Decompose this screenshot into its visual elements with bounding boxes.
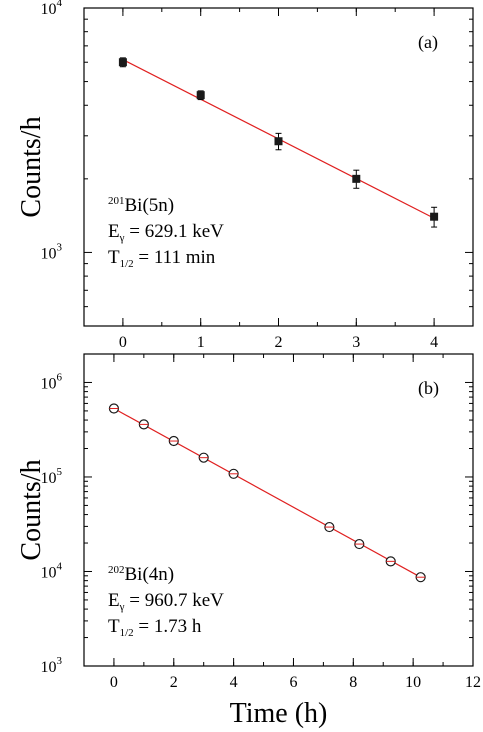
panel-a-label: (a) (418, 32, 438, 53)
x-tick-label: 12 (465, 674, 481, 691)
y-tick-exponent: 4 (57, 560, 63, 572)
panel-a-halflife: T1/2 = 111 min (108, 247, 216, 270)
panel-a-halflife-symbol: T (108, 247, 120, 268)
panel-b-annotation: 202Bi(4n) Eγ = 960.7 keV T1/2 = 1.73 h (108, 564, 224, 639)
panel-a-ticks (83, 7, 474, 327)
panel-b-y-axis-title: Counts/h (16, 459, 47, 560)
data-point (118, 58, 127, 67)
y-tick-base: 10 (41, 1, 57, 18)
panel-b-frame (83, 353, 474, 667)
y-tick-exponent: 3 (57, 655, 63, 667)
data-point (352, 174, 361, 183)
x-tick-label: 6 (289, 674, 297, 691)
x-tick-label: 2 (170, 674, 178, 691)
x-tick-label: 0 (119, 334, 127, 351)
panel-b-halflife-subscript: 1/2 (120, 627, 134, 639)
panel-a-mass-number: 201 (108, 195, 125, 207)
data-point (430, 212, 439, 221)
data-point (274, 137, 283, 146)
panel-b-halflife-symbol: T (108, 616, 120, 637)
panel-b-data-points (108, 403, 426, 583)
y-tick-base: 10 (41, 245, 57, 262)
x-tick-label: 10 (405, 674, 421, 691)
y-tick-label: 105 (41, 466, 63, 487)
panel-a-data-points (118, 57, 439, 228)
panel-b-nuclide: 202Bi(4n) (108, 564, 174, 585)
x-tick-label: 2 (275, 334, 283, 351)
x-tick-label: 8 (349, 674, 357, 691)
x-tick-label: 0 (110, 674, 118, 691)
panel-b-ticks (83, 353, 474, 667)
panel-b-energy-value: = 960.7 keV (124, 590, 224, 611)
y-tick-base: 10 (41, 659, 57, 676)
y-tick-exponent: 5 (57, 466, 63, 478)
y-tick-exponent: 4 (57, 0, 63, 9)
x-tick-label: 4 (430, 334, 438, 351)
panel-a-energy-subscript: γ (119, 232, 125, 244)
panel-a-y-axis-title: Counts/h (16, 116, 47, 217)
panel-b-halflife-value: = 1.73 h (134, 616, 202, 637)
x-tick-label: 3 (352, 334, 360, 351)
y-tick-label: 103 (41, 241, 63, 262)
x-tick-label: 4 (230, 674, 238, 691)
panel-a-energy-symbol: E (108, 221, 120, 242)
panel-a-halflife-value: = 111 min (134, 247, 216, 268)
y-tick-label: 104 (41, 560, 63, 581)
panel-a-energy: Eγ = 629.1 keV (108, 221, 224, 244)
data-point (196, 91, 205, 100)
panel-b-energy-symbol: E (108, 590, 120, 611)
y-tick-label: 104 (41, 0, 63, 18)
y-tick-base: 10 (41, 470, 57, 487)
y-tick-exponent: 3 (57, 241, 63, 253)
panel-a-annotation: 201Bi(5n) Eγ = 629.1 keV T1/2 = 111 min (108, 195, 224, 270)
panel-a-halflife-subscript: 1/2 (120, 258, 134, 270)
panel-b-halflife: T1/2 = 1.73 h (108, 616, 202, 639)
panel-a-x-tick-labels: 0 1 2 3 4 (119, 334, 438, 351)
y-tick-label: 103 (41, 655, 63, 676)
panel-b-nuclide-name: Bi(4n) (125, 564, 175, 585)
panel-b-energy: Eγ = 960.7 keV (108, 590, 224, 613)
panel-a-nuclide-name: Bi(5n) (125, 195, 175, 216)
panel-b-mass-number: 202 (108, 564, 125, 576)
y-tick-label: 106 (41, 371, 63, 392)
panel-b-energy-subscript: γ (119, 601, 125, 613)
x-tick-label: 1 (197, 334, 205, 351)
panel-a-nuclide: 201Bi(5n) (108, 195, 174, 216)
y-tick-base: 10 (41, 375, 57, 392)
panel-a-frame (83, 7, 474, 327)
panel-b-label: (b) (418, 378, 439, 399)
y-tick-base: 10 (41, 564, 57, 581)
panel-b-fit-line (113, 407, 421, 578)
panel-b-x-tick-labels: 0 2 4 6 8 10 12 (110, 674, 481, 691)
panel-a-energy-value: = 629.1 keV (124, 221, 224, 242)
y-tick-exponent: 6 (57, 371, 63, 383)
fit-line (113, 407, 421, 578)
x-axis-title: Time (h) (230, 698, 328, 729)
